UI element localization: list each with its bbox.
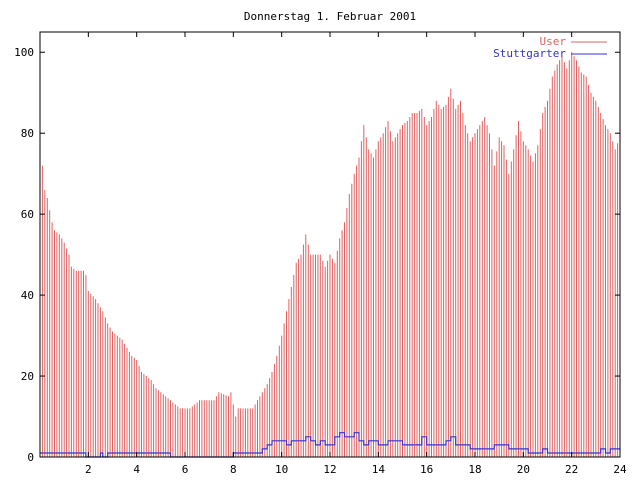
y-tick-label: 0: [27, 451, 34, 464]
y-tick-label: 100: [14, 46, 34, 59]
stuttgarter-series-line: [40, 432, 620, 458]
x-tick-label: 16: [420, 463, 433, 476]
x-tick-label: 20: [517, 463, 530, 476]
y-tick-label: 80: [21, 127, 34, 140]
x-tick-label: 8: [230, 463, 237, 476]
x-tick-label: 6: [182, 463, 189, 476]
legend-label-stuttgarter: Stuttgarter: [493, 47, 566, 60]
y-tick-label: 60: [21, 208, 34, 221]
x-tick-label: 4: [133, 463, 140, 476]
legend: User Stuttgarter: [493, 35, 607, 60]
x-tick-label: 2: [85, 463, 92, 476]
x-tick-label: 12: [323, 463, 336, 476]
x-tick-label: 10: [275, 463, 288, 476]
x-tick-label: 24: [613, 463, 627, 476]
y-tick-label: 20: [21, 370, 34, 383]
x-tick-label: 18: [468, 463, 481, 476]
x-tick-label: 14: [372, 463, 386, 476]
chart-title: Donnerstag 1. Februar 2001: [244, 10, 416, 23]
y-tick-label: 40: [21, 289, 34, 302]
x-axis: 2 4 6 8 10 12 14 16 18 20 22 24: [85, 32, 627, 476]
user-series: [39, 52, 621, 457]
x-tick-label: 22: [565, 463, 578, 476]
legend-label-user: User: [540, 35, 567, 48]
y-axis: 0 20 40 60 80 100: [14, 46, 620, 464]
